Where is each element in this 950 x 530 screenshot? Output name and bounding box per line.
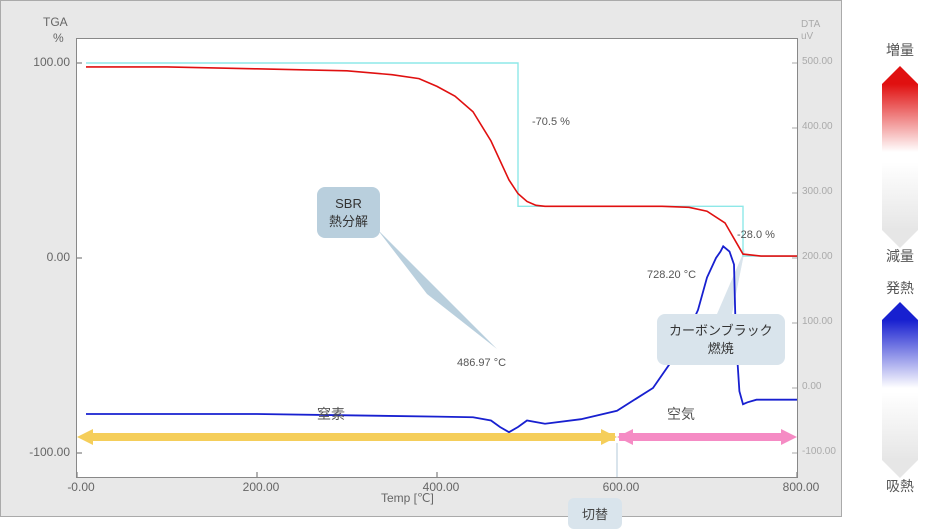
- note-peak2: 728.20 °C: [647, 269, 696, 281]
- chart-frame: TGA % DTA uV SBR 熱分解 カーボンブラック 燃焼 -70.5 %…: [0, 0, 842, 517]
- gradient-grey1: [882, 162, 918, 230]
- y1-title-1: TGA: [43, 15, 68, 29]
- y2-tick: 100.00: [802, 316, 833, 327]
- x-tick: 400.00: [416, 480, 466, 494]
- zone-air: 空気: [667, 404, 695, 424]
- callout-cb: カーボンブラック 燃焼: [657, 314, 785, 365]
- y2-tick: 200.00: [802, 251, 833, 262]
- note-peak1: 486.97 °C: [457, 357, 506, 369]
- arrow-up-blue-icon: [882, 302, 918, 320]
- legend-exo: 発熱: [860, 278, 940, 298]
- legend-up: 増量: [860, 40, 940, 60]
- y2-title-1: DTA: [801, 19, 820, 30]
- callout-sbr-l1: SBR: [329, 195, 368, 213]
- y1-title-2: %: [53, 31, 64, 45]
- arrow-up-red-icon: [882, 66, 918, 84]
- note-drop2: -28.0 %: [737, 229, 775, 241]
- callout-cb-l2: 燃焼: [669, 340, 773, 358]
- zone-n2: 窒素: [317, 404, 345, 424]
- gradient-red: [882, 84, 918, 152]
- x-tick: -0.00: [56, 480, 106, 494]
- gradient-grey2: [882, 392, 918, 460]
- y1-tick: -100.00: [15, 445, 70, 459]
- y2-tick: 400.00: [802, 121, 833, 132]
- x-tick: 600.00: [596, 480, 646, 494]
- y2-tick: -100.00: [802, 446, 836, 457]
- callout-cb-l1: カーボンブラック: [669, 322, 773, 340]
- legend-endo: 吸熱: [860, 476, 940, 496]
- y2-tick: 300.00: [802, 186, 833, 197]
- legend-column: 増量 減量 発熱 吸熱: [860, 40, 940, 460]
- y1-tick: 100.00: [15, 55, 70, 69]
- callout-sbr-l2: 熱分解: [329, 213, 368, 231]
- x-tick: 800.00: [776, 480, 826, 494]
- switch-label: 切替: [568, 498, 622, 529]
- legend-down: 減量: [860, 246, 940, 266]
- callout-sbr: SBR 熱分解: [317, 187, 380, 238]
- x-tick: 200.00: [236, 480, 286, 494]
- y2-tick: 500.00: [802, 56, 833, 67]
- gradient-blue: [882, 320, 918, 388]
- y2-tick: 0.00: [802, 381, 821, 392]
- y1-tick: 0.00: [15, 250, 70, 264]
- note-drop1: -70.5 %: [532, 116, 570, 128]
- plot-area: SBR 熱分解 カーボンブラック 燃焼 -70.5 % -28.0 % 486.…: [76, 38, 798, 478]
- y2-title-2: uV: [801, 31, 813, 42]
